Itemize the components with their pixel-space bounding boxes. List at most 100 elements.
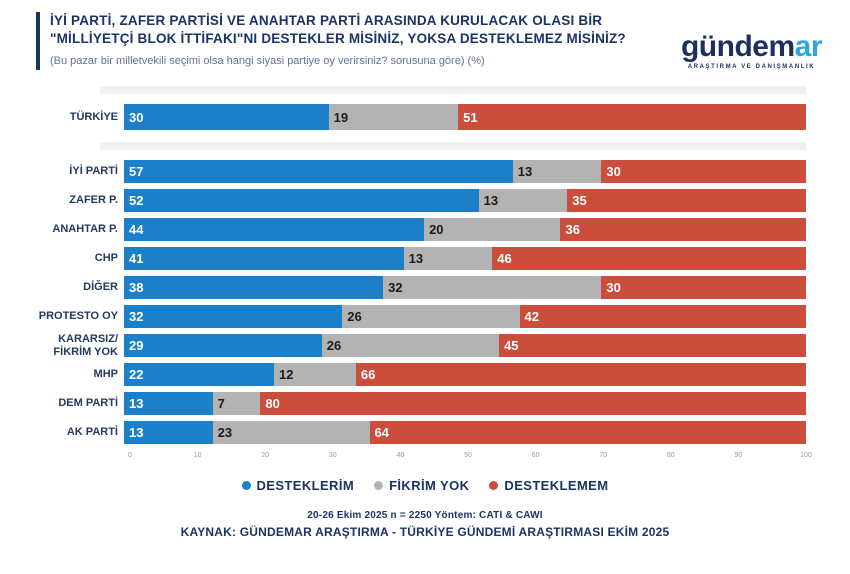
bar-row: TÜRKİYE 30 19 51 [32, 104, 806, 130]
segment-desteklerim: 13 [124, 421, 213, 444]
bar-row: İYİ PARTİ 57 13 30 [32, 160, 806, 183]
bar-track: 41 13 46 [124, 247, 806, 270]
bar-track: 57 13 30 [124, 160, 806, 183]
segment-fikrim-yok: 26 [342, 305, 520, 328]
bar-track: 13 23 64 [124, 421, 806, 444]
x-tick-label: 90 [734, 452, 743, 459]
value-label: 13 [517, 164, 533, 179]
x-tick-label: 40 [396, 452, 405, 459]
title-block: İYİ PARTİ, ZAFER PARTİSİ VE ANAHTAR PART… [36, 12, 646, 70]
value-label: 46 [497, 251, 512, 266]
value-label: 45 [504, 338, 519, 353]
segment-fikrim-yok: 13 [478, 189, 568, 212]
x-tick-label: 30 [328, 452, 337, 459]
legend-dot-desteklerim [241, 481, 251, 490]
category-label: PROTESTO OY [38, 310, 118, 323]
value-label: 13 [129, 425, 144, 440]
bar-rows: TÜRKİYE 30 19 51 İYİ PARTİ 57 13 30 ZAFER P. 52 13… [32, 86, 806, 444]
segment-fikrim-yok: 20 [424, 218, 561, 241]
value-label: 12 [279, 367, 294, 382]
bar-track: 32 26 42 [124, 305, 806, 328]
bar-track: 13 7 80 [124, 392, 806, 415]
value-label: 30 [606, 164, 621, 179]
logo-accent-text: ar [794, 30, 823, 63]
value-label: 36 [565, 222, 580, 237]
x-axis: 0 10 20 30 40 50 60 70 80 90 100 [128, 450, 812, 462]
bar-row: ZAFER P. 52 13 35 [32, 189, 806, 212]
value-label: 29 [129, 338, 144, 353]
category-label: MHP [93, 368, 118, 381]
bar-row: PROTESTO OY 32 26 42 [32, 305, 806, 328]
value-label: 23 [217, 425, 233, 440]
value-label: 66 [360, 367, 376, 382]
legend: DESTEKLERİM FİKRİM YOK DESTEKLEMEM [0, 478, 850, 493]
segment-fikrim-yok: 23 [212, 421, 370, 444]
x-tick-label: 70 [599, 452, 608, 459]
segment-desteklerim: 29 [124, 334, 322, 357]
bar-row: KARARSIZ/ FİKRİM YOK 29 26 45 [32, 333, 806, 358]
category-label: KARARSIZ/ FİKRİM YOK [53, 333, 118, 358]
x-tick-label: 60 [531, 452, 540, 459]
segment-desteklemem: 51 [458, 104, 806, 130]
segment-desteklerim: 44 [124, 218, 425, 241]
value-label: 13 [408, 251, 424, 266]
value-label: 32 [388, 280, 403, 295]
segment-fikrim-yok: 32 [383, 276, 602, 299]
legend-dot-desteklemem [489, 481, 499, 490]
value-label: 7 [217, 396, 225, 411]
legend-item-desteklemem: DESTEKLEMEM [489, 478, 608, 493]
chart-title: İYİ PARTİ, ZAFER PARTİSİ VE ANAHTAR PART… [50, 13, 626, 46]
spacer-stripe [100, 86, 806, 94]
x-tick-label: 50 [464, 452, 472, 459]
bar-row: CHP 41 13 46 [32, 247, 806, 270]
value-label: 38 [129, 280, 144, 295]
category-label: DİĞER [83, 281, 118, 294]
spacer-stripe [100, 142, 806, 150]
segment-fikrim-yok: 19 [328, 104, 459, 130]
segment-desteklerim: 38 [124, 276, 384, 299]
stacked-bar-chart: TÜRKİYE 30 19 51 İYİ PARTİ 57 13 30 ZAFER P. 52 13… [0, 86, 850, 462]
category-label: İYİ PARTİ [69, 165, 118, 178]
segment-fikrim-yok: 12 [274, 363, 356, 386]
segment-desteklerim: 30 [124, 104, 329, 130]
value-label: 52 [129, 193, 144, 208]
logo-main-text: gündem [680, 30, 795, 63]
segment-desteklemem: 42 [519, 305, 806, 328]
segment-desteklerim: 41 [124, 247, 404, 270]
category-label: AK PARTİ [66, 426, 118, 439]
segment-fikrim-yok: 7 [212, 392, 261, 415]
segment-desteklerim: 52 [124, 189, 479, 212]
value-label: 80 [265, 396, 280, 411]
segment-desteklemem: 36 [560, 218, 806, 241]
footer-method: 20-26 Ekim 2025 n = 2250 Yöntem: CATI & … [307, 510, 543, 521]
bar-track: 22 12 66 [124, 363, 806, 386]
bar-row: ANAHTAR P. 44 20 36 [32, 218, 806, 241]
segment-desteklemem: 30 [601, 160, 806, 183]
value-label: 51 [463, 109, 478, 125]
logo-tagline: ARAŞTIRMA VE DANIŞMANLIK [687, 64, 816, 70]
logo-wordmark: gündemar [680, 30, 823, 63]
category-label: CHP [94, 252, 118, 265]
gundemar-logo: gündemar ARAŞTIRMA VE DANIŞMANLIK [680, 30, 830, 71]
x-tick-label: 10 [193, 452, 202, 459]
value-label: 30 [606, 280, 621, 295]
value-label: 41 [129, 251, 144, 266]
bar-row: DEM PARTİ 13 7 80 [32, 392, 806, 415]
bar-track: 30 19 51 [124, 104, 806, 130]
legend-label: DESTEKLEMEM [504, 478, 609, 493]
bar-row: MHP 22 12 66 [32, 363, 806, 386]
value-label: 30 [129, 109, 144, 125]
segment-fikrim-yok: 26 [321, 334, 500, 357]
value-label: 35 [572, 193, 587, 208]
x-tick-label: 0 [128, 452, 132, 459]
legend-label: DESTEKLERİM [256, 478, 355, 493]
segment-desteklerim: 22 [124, 363, 275, 386]
value-label: 13 [129, 396, 144, 411]
segment-desteklerim: 57 [124, 160, 513, 183]
bar-track: 52 13 35 [124, 189, 806, 212]
value-label: 42 [524, 309, 540, 324]
value-label: 32 [129, 309, 144, 324]
value-label: 64 [374, 425, 389, 440]
segment-desteklerim: 13 [124, 392, 213, 415]
value-label: 22 [129, 367, 144, 382]
